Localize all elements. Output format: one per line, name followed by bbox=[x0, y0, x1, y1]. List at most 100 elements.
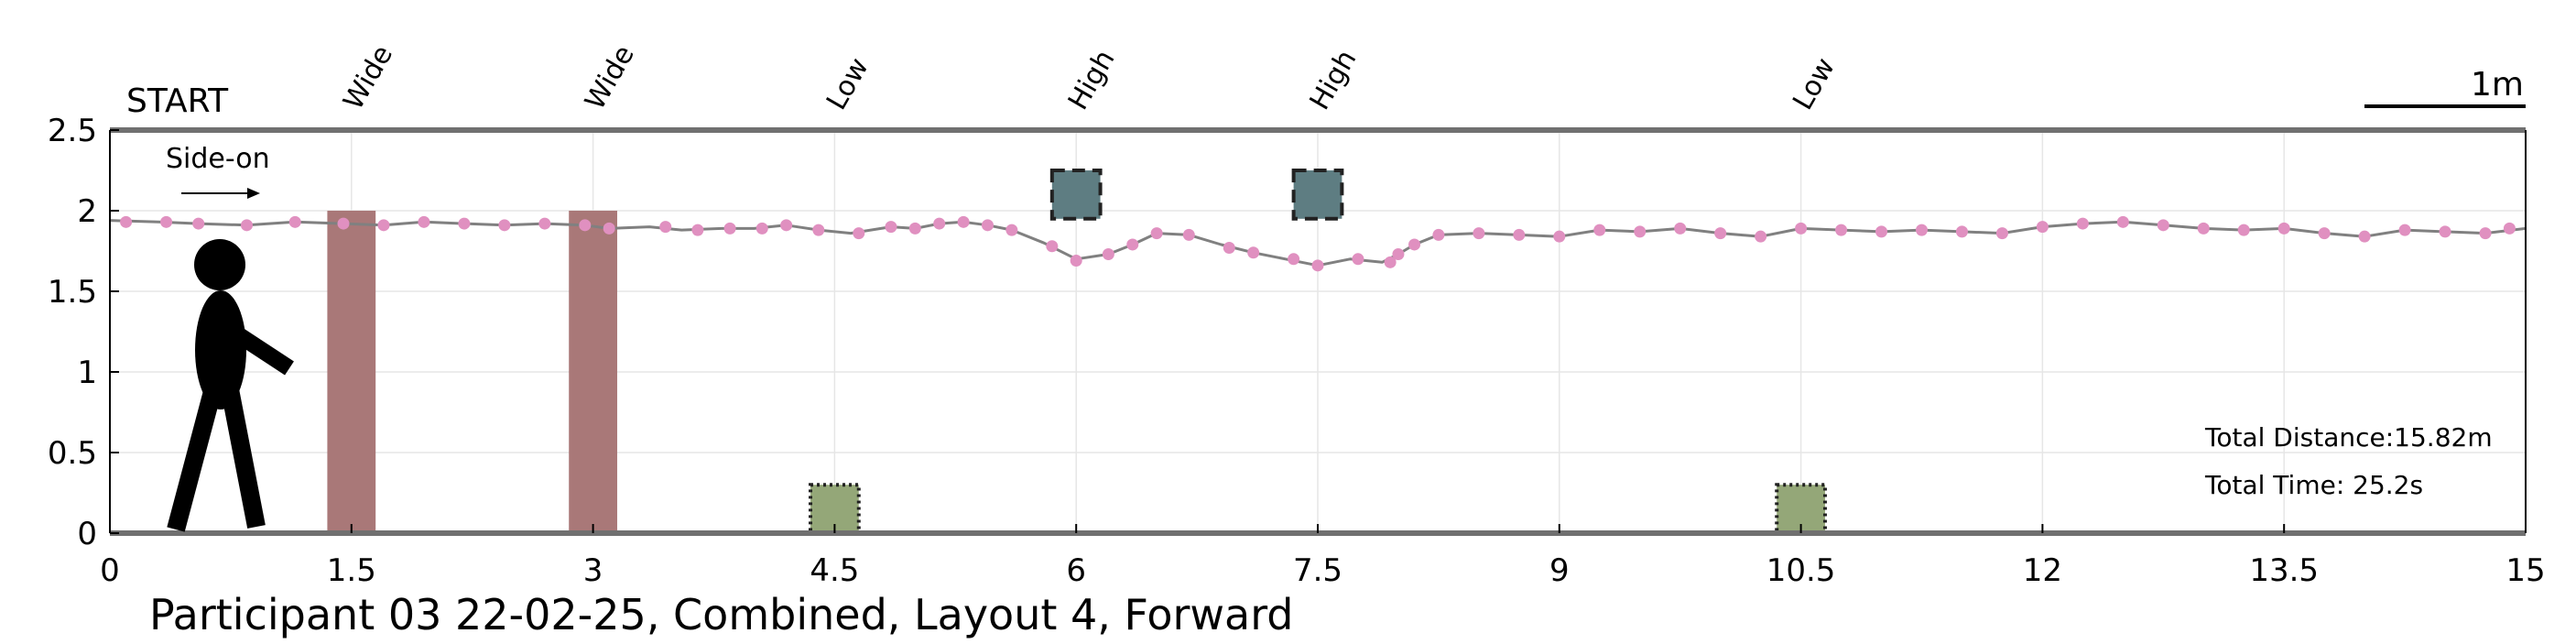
path-marker bbox=[1182, 228, 1195, 241]
path-marker bbox=[2197, 222, 2210, 235]
start-label: START bbox=[126, 82, 229, 120]
y-tick-label: 1 bbox=[77, 355, 97, 391]
path-marker bbox=[120, 215, 133, 228]
path-marker bbox=[1005, 224, 1018, 236]
obstacle-high bbox=[1049, 169, 1103, 221]
total-time: Total Time: 25.2s bbox=[2204, 470, 2423, 500]
path-marker bbox=[1674, 222, 1687, 235]
y-ticks: 0 0.5 1 1.5 2 2.5 bbox=[48, 113, 119, 552]
y-tick-label: 1.5 bbox=[48, 274, 97, 311]
path-marker bbox=[1473, 227, 1485, 240]
path-marker bbox=[723, 222, 736, 235]
path-marker bbox=[659, 221, 672, 234]
obstacle-labels: Wide Wide Low High High Low bbox=[337, 40, 1842, 115]
obstacle-wide bbox=[569, 211, 617, 533]
path-marker bbox=[377, 219, 390, 232]
path-marker bbox=[1593, 224, 1606, 236]
path-marker bbox=[2479, 227, 2492, 240]
path-marker bbox=[908, 222, 921, 235]
path-marker bbox=[1875, 225, 1888, 238]
x-tick-label: 1.5 bbox=[327, 552, 376, 589]
path-marker bbox=[538, 217, 551, 230]
path-marker bbox=[780, 219, 793, 232]
y-tick-label: 2.5 bbox=[48, 113, 97, 149]
path-marker bbox=[579, 219, 592, 232]
path-marker bbox=[2439, 225, 2451, 238]
path-marker bbox=[1513, 228, 1526, 241]
obstacle-wide bbox=[327, 211, 376, 533]
path-marker bbox=[1102, 248, 1114, 261]
path-marker bbox=[1150, 227, 1163, 240]
path-marker bbox=[1755, 230, 1767, 243]
x-tick-label: 7.5 bbox=[1293, 552, 1342, 589]
obstacle-label: Wide bbox=[337, 40, 399, 115]
path-marker bbox=[458, 217, 471, 230]
x-tick-label: 4.5 bbox=[810, 552, 859, 589]
path-marker bbox=[192, 217, 205, 230]
path-marker bbox=[240, 219, 253, 232]
obstacle-label: Wide bbox=[579, 40, 641, 115]
path-marker bbox=[1126, 238, 1139, 251]
path-marker bbox=[2277, 222, 2290, 235]
path-marker bbox=[1553, 230, 1566, 243]
path-marker bbox=[1352, 253, 1364, 266]
x-tick-label: 10.5 bbox=[1766, 552, 1836, 589]
x-ticks: 0 1.5 3 4.5 6 7.5 9 10.5 12 13.5 15 bbox=[100, 524, 2546, 589]
direction-arrowhead bbox=[247, 188, 260, 199]
path-marker bbox=[812, 224, 825, 236]
path-marker bbox=[981, 219, 994, 232]
path-marker bbox=[2237, 224, 2250, 236]
path-marker bbox=[2503, 222, 2516, 235]
path-marker bbox=[2398, 224, 2411, 236]
path-markers bbox=[120, 215, 2516, 272]
path-marker bbox=[1714, 227, 1727, 240]
obstacle-label: High bbox=[1304, 45, 1364, 115]
chart-caption: Participant 03 22-02-25, Combined, Layou… bbox=[149, 590, 1294, 639]
scale-label: 1m bbox=[2471, 66, 2524, 104]
path-marker bbox=[1311, 259, 1324, 272]
path-marker bbox=[418, 215, 430, 228]
x-tick-label: 6 bbox=[1066, 552, 1086, 589]
path-marker bbox=[1835, 224, 1848, 236]
path-marker bbox=[1046, 240, 1059, 253]
path-marker bbox=[1408, 238, 1421, 251]
path-marker bbox=[1288, 253, 1300, 266]
path-marker bbox=[1432, 228, 1445, 241]
obstacle-label: Low bbox=[821, 52, 875, 115]
path-marker bbox=[755, 222, 768, 235]
y-tick-label: 0.5 bbox=[48, 435, 97, 472]
x-tick-label: 9 bbox=[1549, 552, 1570, 589]
path-marker bbox=[885, 221, 897, 234]
path-marker bbox=[1916, 224, 1928, 236]
path-marker bbox=[1070, 255, 1082, 267]
path-marker bbox=[1384, 256, 1397, 268]
path-marker bbox=[1795, 222, 1808, 235]
obstacle-label: High bbox=[1062, 45, 1122, 115]
path-marker bbox=[2076, 217, 2089, 230]
path-marker bbox=[853, 227, 865, 240]
path-marker bbox=[933, 217, 946, 230]
obstacle-label: Low bbox=[1787, 52, 1842, 115]
direction-label: Side-on bbox=[166, 143, 270, 175]
path-marker bbox=[1955, 225, 1968, 238]
obstacle-high bbox=[1291, 169, 1344, 221]
total-distance: Total Distance:15.82m bbox=[2204, 422, 2493, 453]
path-marker bbox=[337, 217, 350, 230]
x-tick-label: 15 bbox=[2505, 552, 2545, 589]
path-marker bbox=[498, 219, 511, 232]
path-marker bbox=[957, 215, 970, 228]
person-icon bbox=[167, 239, 294, 532]
path-marker bbox=[2116, 215, 2129, 228]
y-tick-label: 0 bbox=[77, 516, 97, 552]
path-marker bbox=[2157, 219, 2169, 232]
path-marker bbox=[1392, 248, 1405, 261]
path-marker bbox=[1223, 241, 1235, 254]
path-marker bbox=[288, 215, 301, 228]
x-tick-label: 3 bbox=[583, 552, 603, 589]
path-marker bbox=[1634, 225, 1647, 238]
path-marker bbox=[1247, 246, 1260, 259]
y-tick-label: 2 bbox=[77, 193, 97, 230]
path-marker bbox=[160, 215, 173, 228]
x-tick-label: 12 bbox=[2023, 552, 2062, 589]
